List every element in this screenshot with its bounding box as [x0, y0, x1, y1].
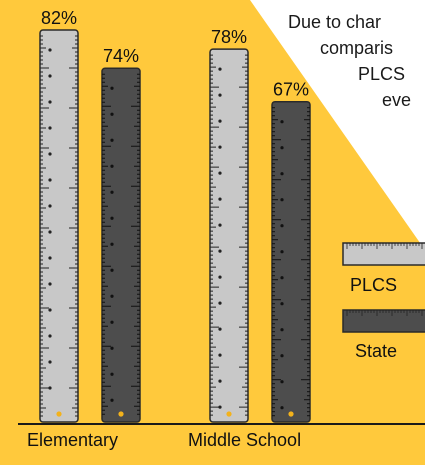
legend-swatch-state: [342, 309, 425, 333]
note-line-1: Due to char: [288, 12, 382, 32]
bar-plcs-0-dot: [48, 74, 52, 78]
bar-plcs-1-dot: [218, 275, 222, 279]
bar-plcs-1-dot: [218, 353, 222, 357]
bar-plcs-1-dot: [218, 379, 222, 383]
bar-state-1-dot: [280, 354, 284, 358]
bar-plcs-0-hole: [56, 411, 62, 417]
data-label-state-0: 74%: [103, 46, 139, 66]
bar-plcs-0-dot: [48, 126, 52, 130]
bar-state-0-dot: [110, 216, 114, 220]
bar-plcs-1-dot: [218, 93, 222, 97]
bar-state-0-dot: [110, 138, 114, 142]
bar-state-0-dot: [110, 268, 114, 272]
note-line-2: comparis: [320, 38, 394, 58]
data-label-state-1: 67%: [273, 80, 309, 100]
bar-state-1-dot: [280, 146, 284, 150]
bar-state-1-dot: [280, 380, 284, 384]
bar-plcs-1-dot: [218, 405, 222, 409]
bar-state-0-dot: [110, 320, 114, 324]
bar-plcs-0-dot: [48, 230, 52, 234]
bar-plcs-1-dot: [218, 145, 222, 149]
bar-plcs-1-dot: [218, 327, 222, 331]
bar-plcs-0-dot: [48, 48, 52, 52]
bar-state-1-dot: [280, 224, 284, 228]
bar-plcs-1: [209, 48, 249, 423]
bar-state-0: [101, 67, 141, 423]
bar-state-1-dot: [280, 328, 284, 332]
bar-state-1-dot: [280, 276, 284, 280]
bar-plcs-1-dot: [218, 119, 222, 123]
legend-label-state: State: [355, 341, 398, 361]
bar-state-0-dot: [110, 294, 114, 298]
data-label-plcs-0: 82%: [41, 8, 77, 28]
bar-state-1-dot: [280, 406, 284, 410]
bar-plcs-0-dot: [48, 386, 52, 390]
bar-plcs-0-dot: [48, 256, 52, 260]
bar-plcs-0-dot: [48, 308, 52, 312]
bar-state-0-dot: [110, 112, 114, 116]
bar-state-1-hole: [288, 411, 294, 417]
data-label-plcs-1: 78%: [211, 27, 247, 47]
bar-state-1-dot: [280, 302, 284, 306]
bar-state-0-dot: [110, 242, 114, 246]
note-panel: [250, 0, 425, 250]
bar-plcs-1-dot: [218, 171, 222, 175]
bar-plcs-0-dot: [48, 282, 52, 286]
note-line-4: eve: [382, 90, 412, 110]
legend-label-plcs: PLCS: [350, 275, 398, 295]
bar-state-1: [271, 100, 311, 423]
bar-state-0-hole: [118, 411, 124, 417]
bar-plcs-1-hole: [226, 411, 232, 417]
bar-plcs-1-dot: [218, 301, 222, 305]
category-label-middle-school: Middle School: [188, 430, 302, 450]
bar-state-1-dot: [280, 198, 284, 202]
bar-plcs-1-dot: [218, 249, 222, 253]
bar-state-1-dot: [280, 120, 284, 124]
bar-state-1-dot: [280, 250, 284, 254]
legend-swatch-plcs: [342, 242, 425, 266]
bar-plcs-0-dot: [48, 100, 52, 104]
bar-plcs-0-dot: [48, 152, 52, 156]
bar-state-0-dot: [110, 372, 114, 376]
category-label-elementary: Elementary: [27, 430, 119, 450]
bar-state-1-dot: [280, 172, 284, 176]
bar-plcs-0-dot: [48, 360, 52, 364]
bar-plcs-1-dot: [218, 197, 222, 201]
bar-state-0-dot: [110, 398, 114, 402]
bar-state-0-dot: [110, 346, 114, 350]
bar-plcs-1-dot: [218, 67, 222, 71]
bar-state-0-dot: [110, 86, 114, 90]
bar-plcs-0-dot: [48, 334, 52, 338]
bar-state-0-dot: [110, 190, 114, 194]
bar-state-0-dot: [110, 164, 114, 168]
bar-plcs-1-dot: [218, 223, 222, 227]
bar-plcs-0-dot: [48, 178, 52, 182]
bar-plcs-0-dot: [48, 204, 52, 208]
bar-plcs-0: [39, 29, 79, 423]
note-line-3: PLCS: [358, 64, 406, 84]
